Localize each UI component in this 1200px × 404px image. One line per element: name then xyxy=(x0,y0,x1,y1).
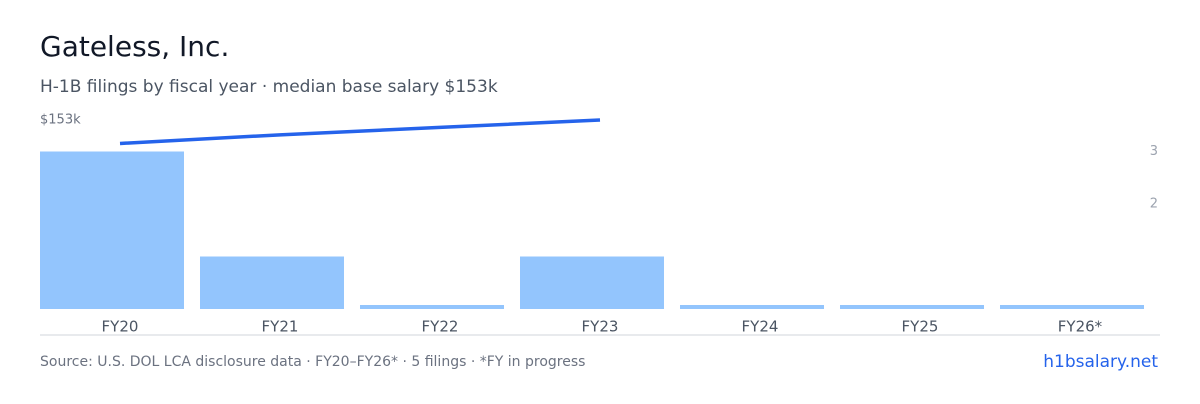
bar xyxy=(40,151,184,309)
x-tick-label: FY20 xyxy=(102,318,139,336)
x-tick-label: FY21 xyxy=(262,318,299,336)
source-note: Source: U.S. DOL LCA disclosure data · F… xyxy=(40,354,585,370)
bar xyxy=(200,256,344,309)
y2-tick-label: $153k xyxy=(40,113,81,128)
site-link[interactable]: h1bsalary.net xyxy=(1043,352,1158,372)
x-tick-label: FY25 xyxy=(902,318,939,336)
chart-subtitle: H-1B filings by fiscal year · median bas… xyxy=(40,77,498,97)
bar xyxy=(840,305,984,309)
bar xyxy=(680,305,824,309)
bar xyxy=(1000,305,1144,309)
bar xyxy=(360,305,504,309)
chart-title: Gateless, Inc. xyxy=(40,30,229,63)
salary-line xyxy=(119,118,601,146)
x-tick-label: FY22 xyxy=(422,318,459,336)
y-tick-label: 2 xyxy=(1150,197,1158,212)
bar xyxy=(520,256,664,309)
x-tick-label: FY26* xyxy=(1058,318,1103,336)
x-tick-label: FY23 xyxy=(582,318,619,336)
x-tick-label: FY24 xyxy=(742,318,779,336)
y-tick-label: 3 xyxy=(1150,144,1158,159)
